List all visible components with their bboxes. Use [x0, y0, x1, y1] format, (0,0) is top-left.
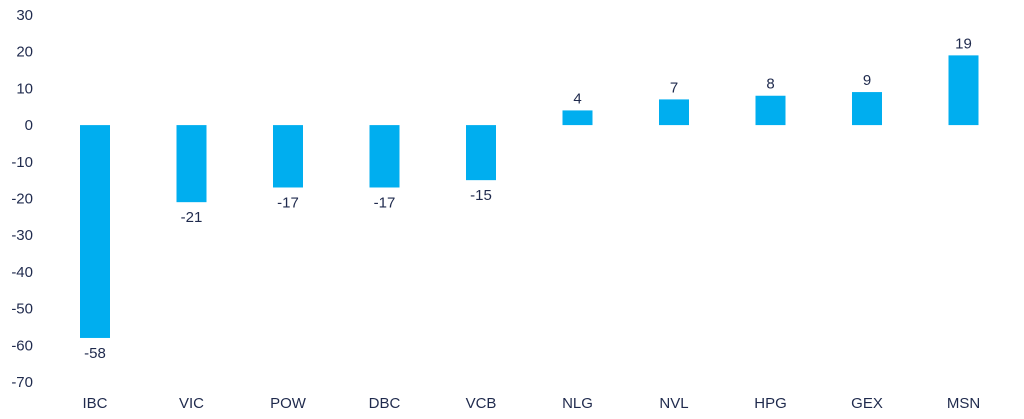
y-tick-label: -20 — [11, 191, 33, 208]
data-label-msn: 19 — [955, 35, 972, 52]
data-label-hpg: 8 — [766, 76, 774, 93]
bar-vic — [176, 125, 207, 203]
bar-gex — [852, 92, 882, 126]
x-category-label-dbc: DBC — [369, 395, 401, 412]
y-tick-label: -10 — [11, 154, 33, 171]
x-category-label-nlg: NLG — [562, 395, 593, 412]
bar-msn — [948, 55, 979, 126]
y-tick-label: -40 — [11, 264, 33, 281]
x-category-label-msn: MSN — [947, 395, 980, 412]
x-category-label-nvl: NVL — [659, 395, 688, 412]
x-category-label-ibc: IBC — [82, 395, 107, 412]
y-tick-label: 20 — [16, 44, 33, 61]
bar-nvl — [659, 99, 689, 126]
y-tick-label: 30 — [16, 7, 33, 24]
y-tick-label: -70 — [11, 374, 33, 391]
y-tick-label: -30 — [11, 227, 33, 244]
x-category-label-hpg: HPG — [754, 395, 787, 412]
bar-hpg — [755, 95, 786, 126]
bars — [80, 55, 979, 338]
data-label-nvl: 7 — [670, 79, 678, 96]
bar-nlg — [562, 110, 593, 126]
data-label-vic: -21 — [181, 209, 203, 226]
x-category-label-gex: GEX — [851, 395, 883, 412]
bar-pow — [273, 125, 303, 188]
bar-ibc — [80, 125, 110, 338]
y-tick-label: -50 — [11, 301, 33, 318]
bar-vcb — [466, 125, 496, 181]
y-tick-label: 0 — [25, 117, 33, 134]
data-label-dbc: -17 — [374, 194, 396, 211]
x-axis: IBC VIC POW DBC VCB NLG NVL HPG GEX MSN — [82, 395, 980, 412]
data-labels: -58 -21 -17 -17 -15 4 7 8 9 19 — [84, 35, 972, 362]
x-category-label-pow: POW — [270, 395, 307, 412]
x-category-label-vcb: VCB — [466, 395, 497, 412]
y-tick-label: -60 — [11, 337, 33, 354]
data-label-vcb: -15 — [470, 187, 492, 204]
x-category-label-vic: VIC — [179, 395, 204, 412]
data-label-pow: -17 — [277, 194, 299, 211]
data-label-gex: 9 — [863, 72, 871, 89]
bar-dbc — [369, 125, 400, 188]
data-label-nlg: 4 — [573, 90, 581, 107]
data-label-ibc: -58 — [84, 345, 106, 362]
y-axis: 30 20 10 0 -10 -20 -30 -40 -50 -60 -70 — [11, 7, 33, 391]
y-tick-label: 10 — [16, 80, 33, 97]
